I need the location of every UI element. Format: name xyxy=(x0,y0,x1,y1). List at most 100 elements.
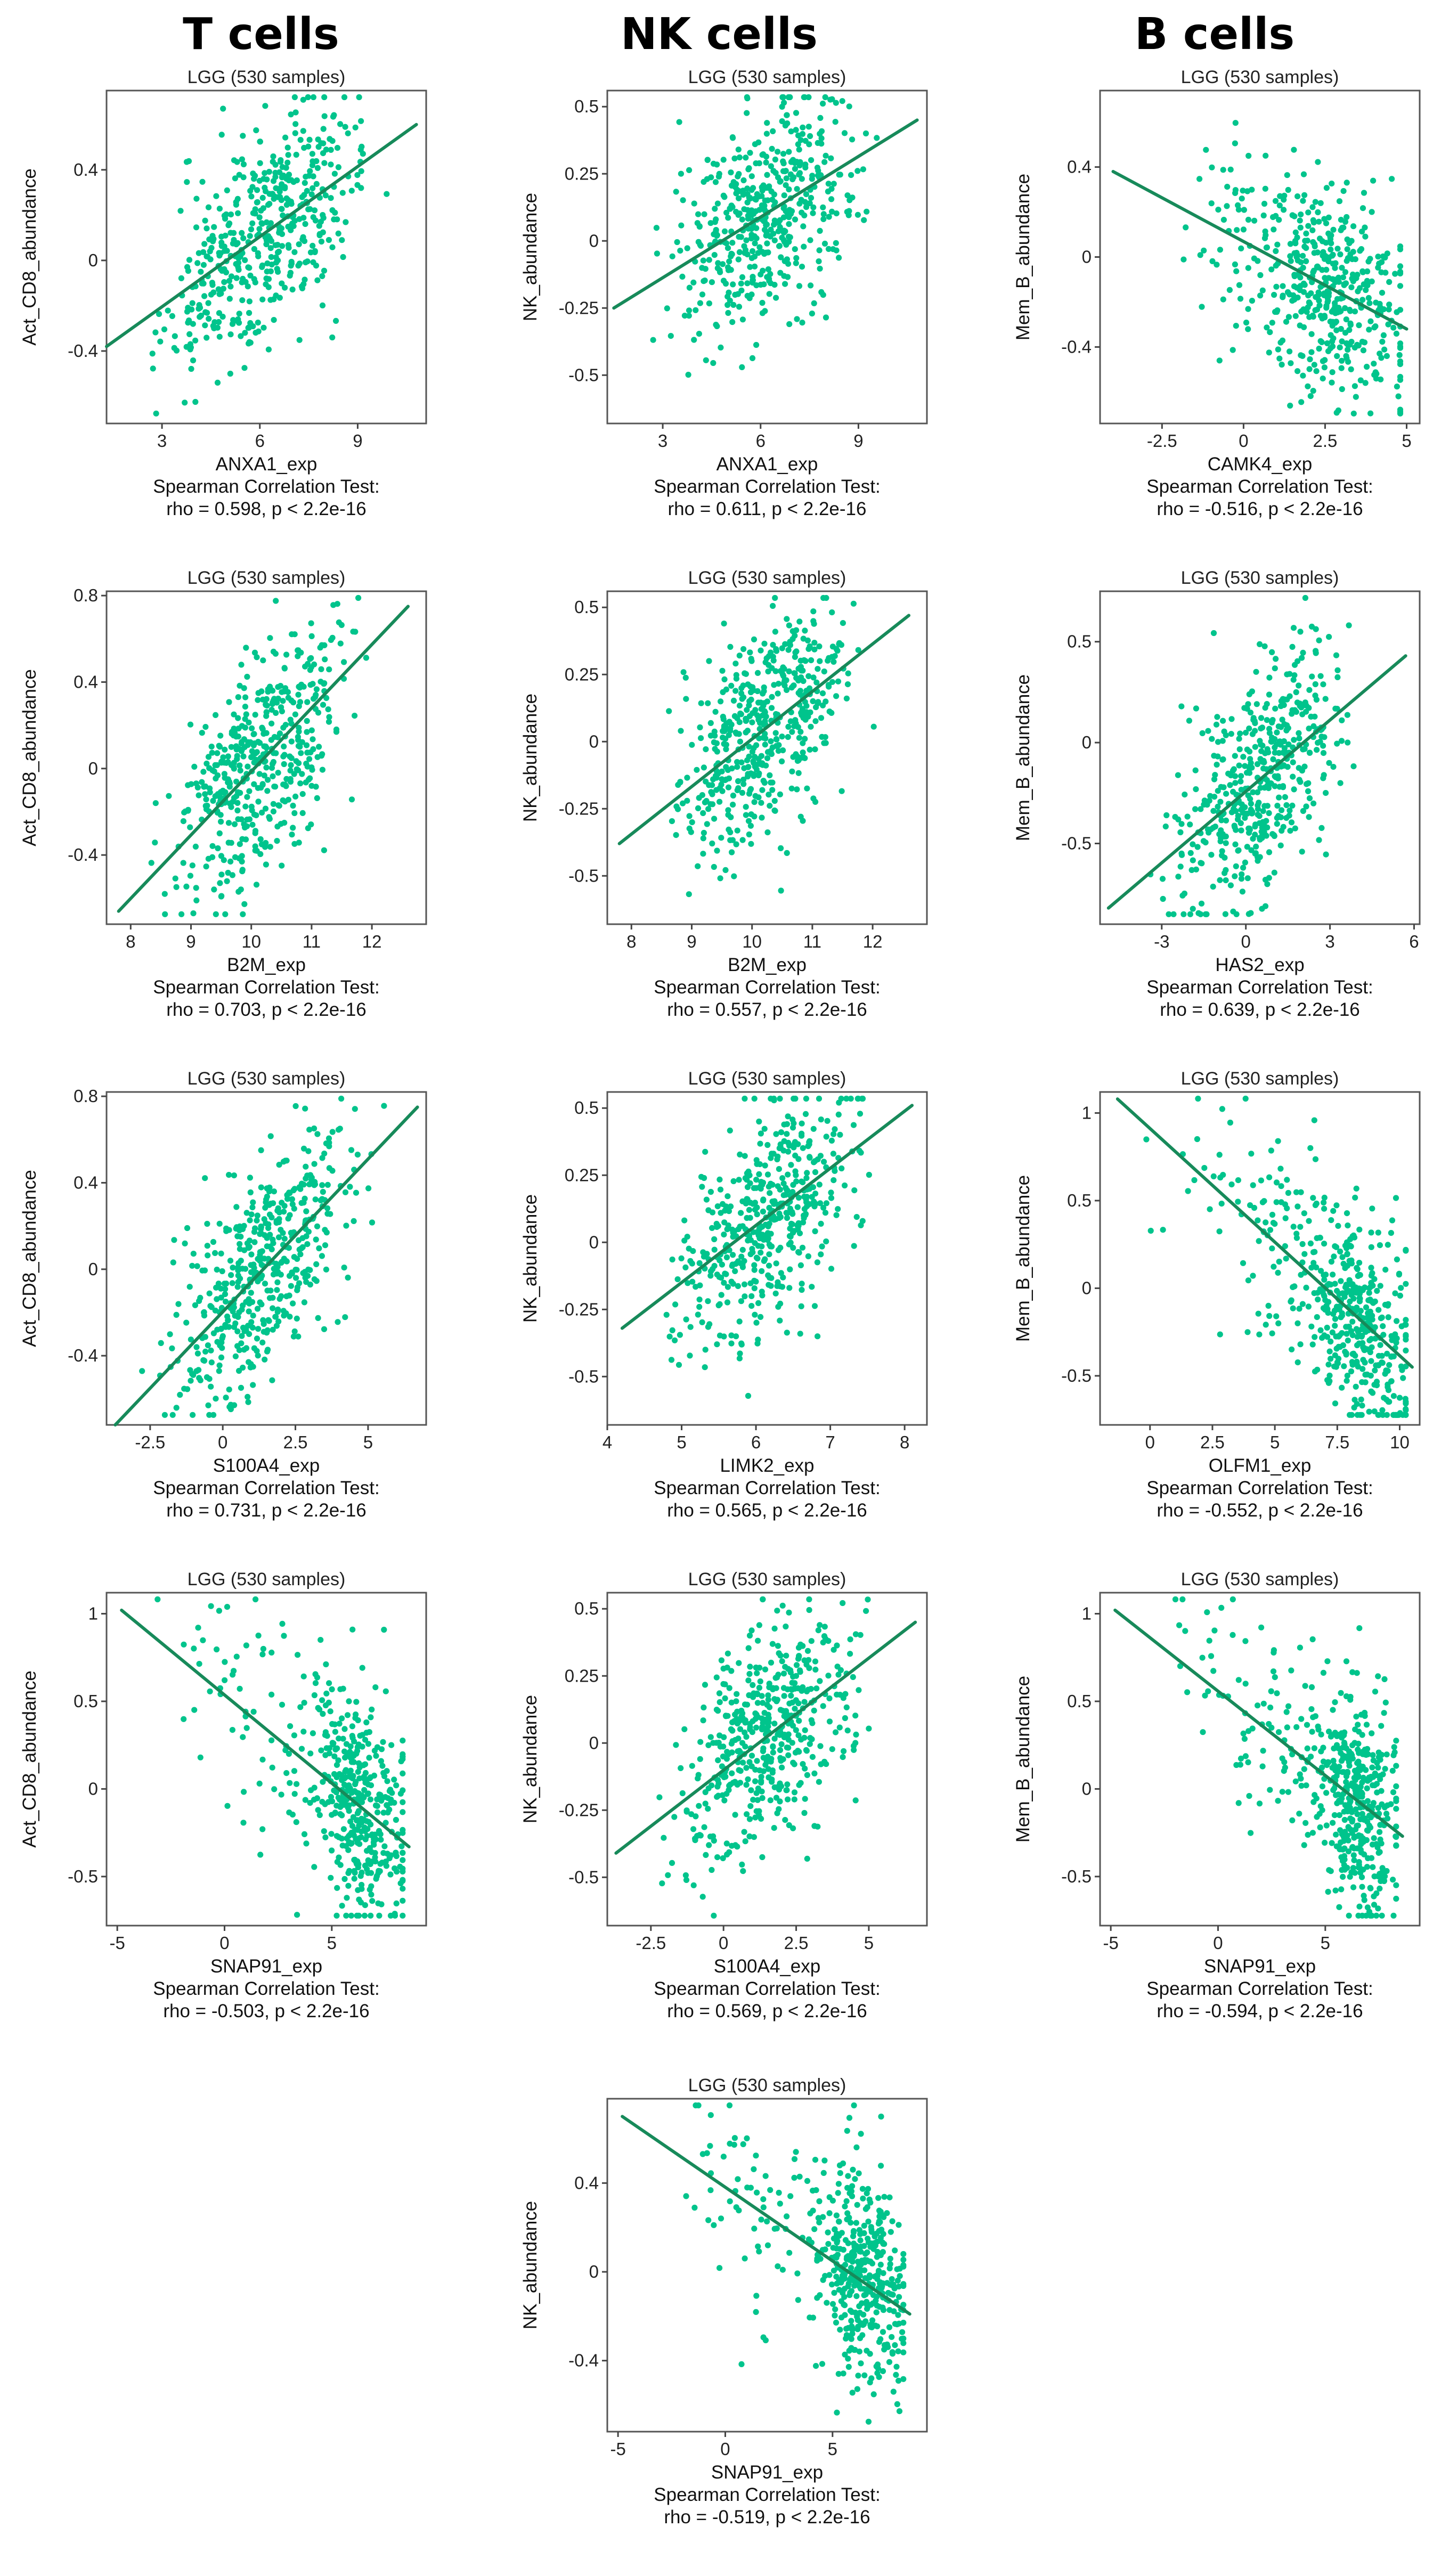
data-point xyxy=(1291,786,1297,793)
data-point xyxy=(339,237,345,243)
data-point xyxy=(818,715,825,721)
data-point xyxy=(1359,1332,1365,1339)
data-point xyxy=(325,719,332,725)
data-point xyxy=(267,844,273,850)
data-point xyxy=(764,240,770,247)
data-point xyxy=(381,1773,388,1780)
data-point xyxy=(812,1158,818,1164)
data-point xyxy=(326,1165,332,1171)
data-point xyxy=(369,1898,376,1904)
data-point xyxy=(1254,761,1261,768)
data-point xyxy=(1367,410,1374,417)
data-point xyxy=(271,1188,277,1195)
data-point xyxy=(227,1406,234,1413)
data-point xyxy=(1333,1202,1340,1209)
data-point xyxy=(810,204,817,210)
data-point xyxy=(1287,291,1293,298)
data-point xyxy=(686,1245,692,1252)
data-point xyxy=(719,788,726,794)
data-point xyxy=(308,1177,315,1183)
data-point xyxy=(354,1152,361,1158)
data-point xyxy=(1311,1290,1317,1297)
data-point xyxy=(698,700,704,706)
data-point xyxy=(1343,1282,1349,1288)
data-point xyxy=(274,838,280,844)
data-point xyxy=(325,1135,332,1142)
x-tick-label: 11 xyxy=(303,932,321,951)
data-point xyxy=(229,729,235,735)
data-point xyxy=(239,297,246,304)
data-point xyxy=(1281,197,1287,203)
data-point xyxy=(854,168,861,174)
data-point xyxy=(839,98,845,104)
data-point xyxy=(1373,1379,1380,1385)
data-point xyxy=(331,1771,338,1778)
data-point xyxy=(1390,324,1397,331)
data-point xyxy=(185,267,191,274)
data-point xyxy=(231,711,237,718)
data-point xyxy=(385,1795,392,1801)
data-point xyxy=(1356,322,1362,329)
data-point xyxy=(1353,275,1359,281)
data-point xyxy=(1396,352,1403,358)
data-point xyxy=(1219,738,1226,744)
data-point xyxy=(752,707,759,713)
stat-result: rho = 0.598, p < 2.2e-16 xyxy=(166,499,367,519)
data-point xyxy=(227,211,234,218)
data-point xyxy=(691,200,697,207)
data-point xyxy=(210,1412,217,1418)
data-point xyxy=(278,821,284,827)
y-tick-label: 0 xyxy=(88,1259,98,1279)
data-point xyxy=(221,266,227,272)
data-point xyxy=(768,1151,775,1157)
data-point xyxy=(267,245,274,251)
data-point xyxy=(702,1364,708,1371)
data-point xyxy=(783,208,789,214)
data-point xyxy=(754,1161,760,1167)
data-point xyxy=(219,313,226,320)
data-point xyxy=(1223,840,1229,846)
data-point xyxy=(769,787,776,793)
data-point xyxy=(833,240,839,246)
data-point xyxy=(808,657,815,664)
data-point xyxy=(388,1852,394,1858)
data-point xyxy=(294,177,300,184)
data-point xyxy=(1175,816,1182,822)
data-point xyxy=(1266,849,1273,855)
data-point xyxy=(208,1359,215,1366)
data-point xyxy=(294,1781,300,1787)
data-point xyxy=(1199,304,1205,310)
data-point xyxy=(264,1348,271,1355)
data-point xyxy=(1313,1200,1320,1207)
data-point xyxy=(1250,789,1256,795)
data-point xyxy=(775,1303,781,1310)
data-point xyxy=(1364,363,1370,370)
data-point xyxy=(222,1677,228,1683)
data-point xyxy=(1310,239,1316,246)
data-point xyxy=(744,1214,750,1221)
data-point xyxy=(1244,875,1251,882)
data-point xyxy=(282,184,288,190)
data-point xyxy=(334,145,341,151)
data-point xyxy=(1193,866,1199,873)
data-point xyxy=(221,279,227,286)
data-point xyxy=(1356,1226,1363,1233)
data-point xyxy=(202,322,208,329)
data-point xyxy=(260,1317,266,1323)
data-point xyxy=(1359,205,1366,211)
data-point xyxy=(712,179,719,185)
data-point xyxy=(697,724,703,731)
data-point xyxy=(1290,676,1297,683)
data-point xyxy=(771,682,777,688)
data-point xyxy=(224,1313,231,1320)
data-point xyxy=(1300,171,1307,177)
data-point xyxy=(1397,373,1404,380)
data-point xyxy=(1320,750,1327,756)
data-point xyxy=(254,654,260,661)
data-point xyxy=(703,798,710,804)
data-point xyxy=(205,300,211,306)
data-point xyxy=(371,1748,378,1754)
data-point xyxy=(1238,245,1244,251)
data-point xyxy=(196,306,202,312)
data-point xyxy=(255,690,262,696)
